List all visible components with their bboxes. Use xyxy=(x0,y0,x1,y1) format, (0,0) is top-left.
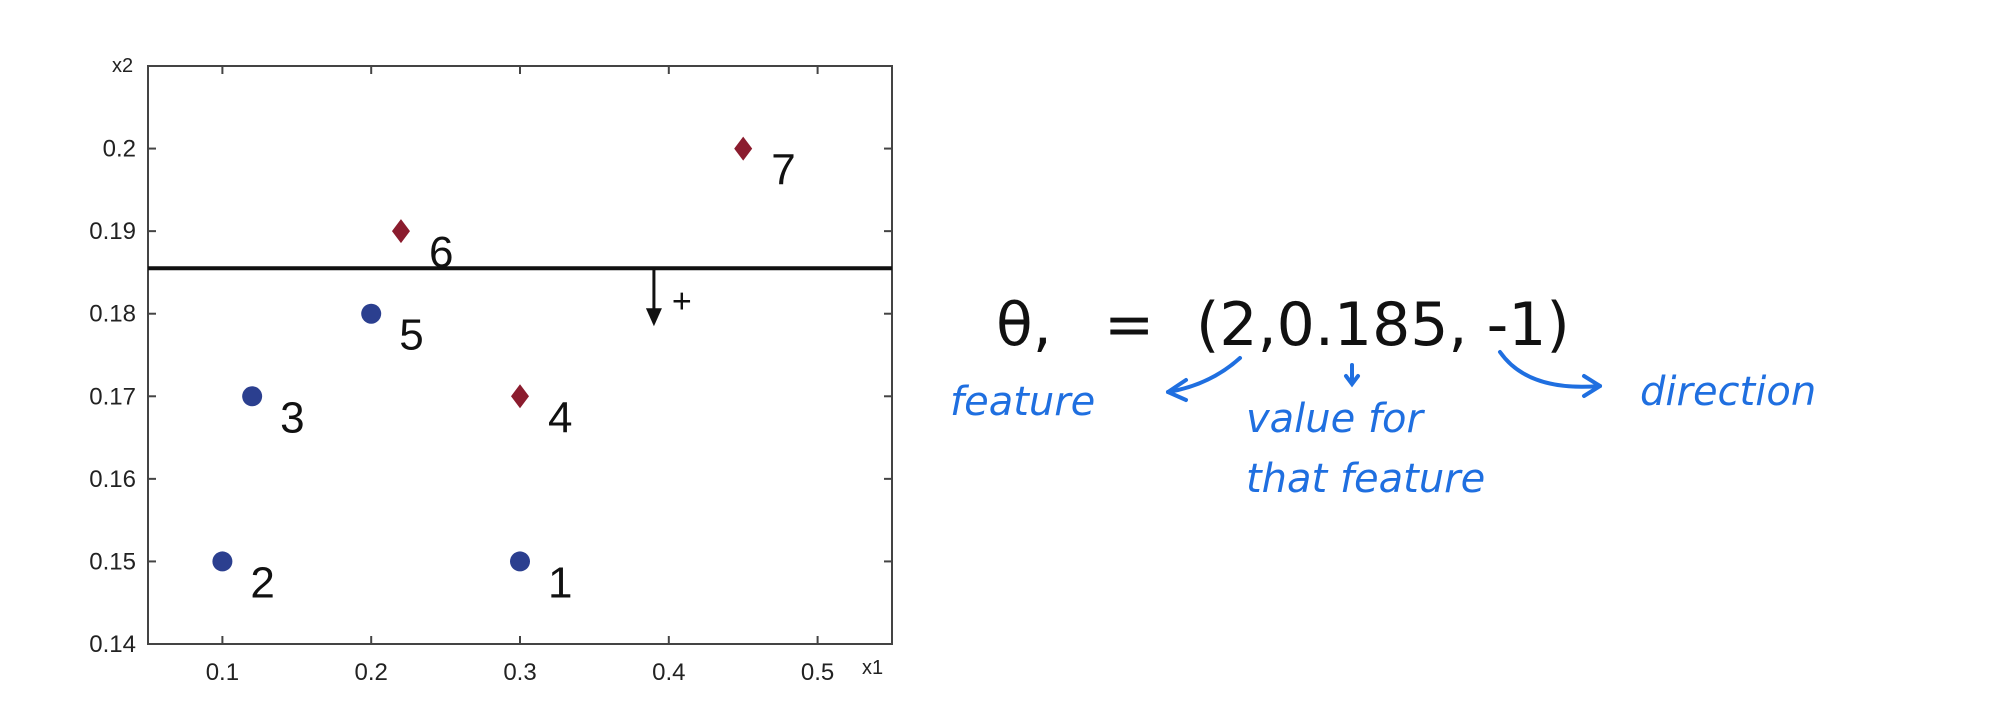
data-point-circle xyxy=(510,551,530,572)
theta-symbol: θ, xyxy=(996,290,1052,360)
y-tick-label: 0.14 xyxy=(89,631,136,658)
data-point-circle xyxy=(212,551,233,572)
y-tick-label: 0.16 xyxy=(89,466,136,493)
x-tick-label: 0.1 xyxy=(206,659,239,686)
point-number-label: 5 xyxy=(399,311,423,360)
positive-side-label: + xyxy=(672,282,692,320)
x-tick-label: 0.3 xyxy=(503,659,536,686)
scatter-chart: 0.14 0.15 0.16 0.17 0.18 0.19 0.2 0.1 0.2 0.3 0.4… xyxy=(89,55,893,686)
equals-sign: = xyxy=(1104,290,1154,360)
x-axis-ticks: 0.1 0.2 0.3 0.4 0.5 xyxy=(206,66,834,686)
value-label-line2: that feature xyxy=(1246,456,1485,502)
theta-tuple: (2,0.185, -1) xyxy=(1196,290,1570,360)
feature-arrow-head xyxy=(1166,378,1188,402)
data-point-diamond xyxy=(391,219,410,244)
point-number-label: 4 xyxy=(548,393,572,442)
y-tick-label: 0.17 xyxy=(89,383,136,410)
decision-boundary: + xyxy=(148,266,892,327)
y-tick-label: 0.2 xyxy=(103,136,136,163)
x-tick-label: 0.2 xyxy=(355,659,388,686)
data-point-circle xyxy=(242,386,263,407)
value-label-line1: value for xyxy=(1246,396,1426,442)
y-axis-label: x2 xyxy=(112,55,133,77)
direction-label: direction xyxy=(1640,369,1816,415)
y-tick-label: 0.18 xyxy=(89,301,136,328)
value-arrow-head xyxy=(1344,374,1360,388)
point-number-label: 3 xyxy=(280,393,304,442)
y-tick-label: 0.19 xyxy=(89,218,136,245)
y-axis-ticks: 0.14 0.15 0.16 0.17 0.18 0.19 0.2 xyxy=(89,136,892,658)
x-tick-label: 0.4 xyxy=(652,659,685,686)
data-points: 1 2 3 5 4 6 7 xyxy=(212,136,796,607)
point-number-label: 6 xyxy=(429,228,453,277)
direction-arrow xyxy=(1498,350,1602,389)
x-axis-label: x1 xyxy=(862,657,883,679)
point-number-label: 2 xyxy=(250,558,274,607)
data-point-diamond xyxy=(511,384,529,409)
direction-arrow-head xyxy=(1582,374,1602,398)
boundary-arrow-head xyxy=(645,308,662,327)
data-point-diamond xyxy=(734,136,753,161)
point-number-label: 7 xyxy=(771,146,795,195)
feature-arrow xyxy=(1166,356,1242,394)
data-point-circle xyxy=(361,303,382,324)
x-tick-label: 0.5 xyxy=(801,659,834,686)
feature-label: feature xyxy=(950,379,1095,425)
point-number-label: 1 xyxy=(548,558,572,607)
y-tick-label: 0.15 xyxy=(89,548,136,575)
